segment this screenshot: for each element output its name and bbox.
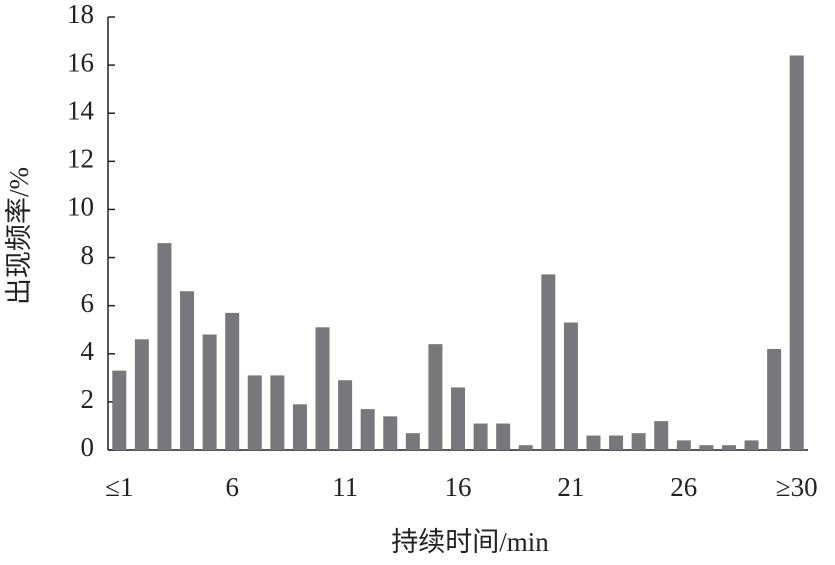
bar — [496, 423, 511, 450]
y-tick-label: 4 — [81, 336, 95, 366]
bar — [202, 334, 217, 450]
y-tick-label: 8 — [81, 240, 95, 270]
bar — [541, 274, 556, 450]
y-tick-label: 16 — [67, 47, 94, 77]
x-tick-label: ≥30 — [776, 472, 818, 502]
x-tick-label: ≤1 — [105, 472, 133, 502]
bar — [338, 380, 353, 450]
bar — [451, 387, 465, 450]
x-tick-label: 26 — [670, 472, 697, 502]
bar — [428, 344, 443, 450]
bar — [112, 370, 127, 450]
x-tick-label: 11 — [332, 472, 358, 502]
bar — [518, 445, 533, 450]
bar — [563, 322, 578, 450]
bar — [134, 339, 149, 450]
bar — [270, 375, 285, 450]
bar — [789, 55, 804, 450]
bar — [721, 445, 736, 450]
bar — [767, 348, 782, 450]
bar — [383, 416, 398, 450]
y-tick-label: 18 — [67, 0, 94, 29]
y-tick-label: 12 — [67, 144, 94, 174]
x-tick-label: 6 — [225, 472, 239, 502]
x-tick-label: 16 — [445, 472, 472, 502]
y-tick-label: 0 — [81, 432, 95, 462]
y-tick-label: 10 — [67, 192, 94, 222]
bar — [676, 440, 691, 450]
bar — [180, 291, 195, 450]
y-tick-label: 6 — [81, 288, 95, 318]
bar — [315, 327, 330, 450]
bar — [360, 409, 375, 450]
y-axis-label: 出现频率/% — [4, 167, 34, 305]
bar — [247, 375, 262, 450]
bar — [609, 435, 624, 450]
bar — [699, 445, 714, 450]
bar — [744, 440, 759, 450]
bar — [586, 435, 601, 450]
bar — [405, 433, 420, 450]
bar — [654, 421, 669, 450]
y-tick-label: 14 — [67, 95, 95, 125]
bar — [292, 404, 307, 450]
x-axis-label: 持续时间/min — [391, 527, 549, 557]
bar — [157, 243, 172, 450]
x-tick-label: 21 — [557, 472, 584, 502]
bar — [631, 433, 646, 450]
y-tick-label: 2 — [81, 384, 95, 414]
bar — [225, 312, 240, 450]
bar — [473, 423, 488, 450]
